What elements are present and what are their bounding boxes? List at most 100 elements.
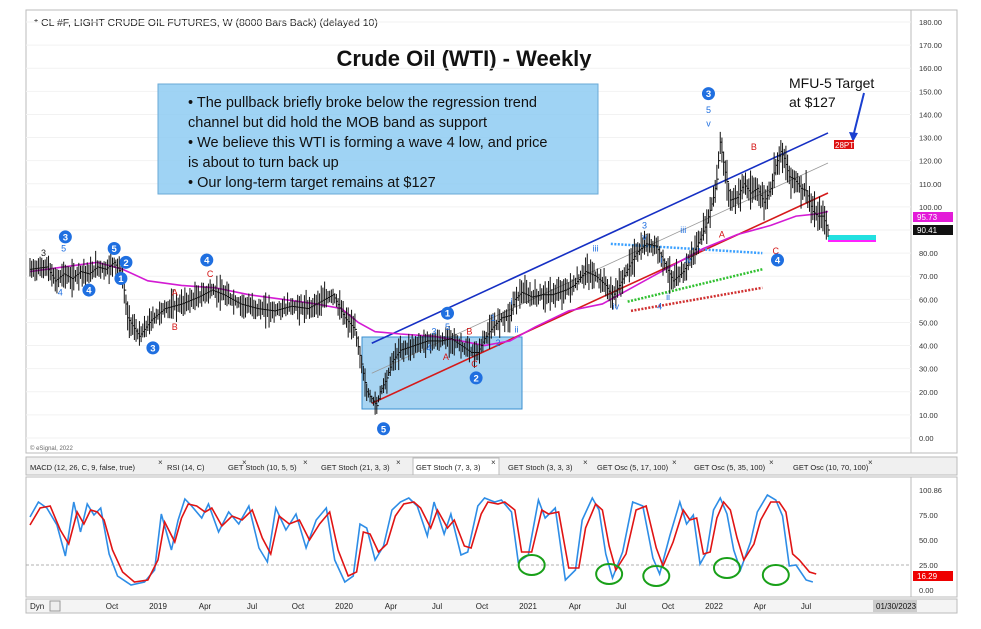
wave-circle-marker — [469, 371, 483, 385]
indicator-tab[interactable]: GET Stoch (10, 5, 5) — [228, 463, 297, 472]
price-tick-label: 180.00 — [919, 18, 942, 27]
wave-circle-marker — [114, 272, 128, 286]
wave-label: 2 — [496, 338, 501, 348]
wave-circle-marker — [377, 422, 391, 436]
time-tick-label: 2022 — [705, 602, 723, 611]
wave-label: 5 — [445, 322, 450, 332]
price-tick-label: 50.00 — [919, 318, 938, 327]
time-axis-labels: Oct 2019 Apr Jul Oct 2020 Apr Jul Oct 2021 Apr Jul O… — [106, 602, 812, 611]
note-line: • The pullback briefly broke below the r… — [188, 95, 537, 111]
time-tick-label: Oct — [662, 602, 675, 611]
symbol-line: * CL #F, LIGHT CRUDE OIL FUTURES, W (800… — [34, 17, 378, 29]
price-tick-label: 20.00 — [919, 388, 938, 397]
wave-circle-label: 2 — [473, 373, 478, 384]
time-tick-label: Jul — [616, 602, 626, 611]
wave-label: i — [660, 255, 662, 265]
dyn-label[interactable]: Dyn — [30, 602, 44, 611]
wave-circle-label: 1 — [118, 274, 124, 285]
badge-last-bg — [913, 225, 953, 235]
chart-title: Crude Oil (WTI) - Weekly — [336, 46, 592, 71]
tab-close-icon[interactable]: × — [868, 458, 873, 467]
indicator-tab[interactable]: GET Stoch (21, 3, 3) — [321, 463, 390, 472]
oversold-circle-marker — [761, 564, 790, 586]
wave-label: 5 — [61, 243, 66, 253]
wave-label: B — [751, 142, 757, 152]
tab-close-icon[interactable]: × — [303, 458, 308, 467]
wave-circle-marker — [58, 230, 72, 244]
time-tick-label: Jul — [801, 602, 811, 611]
note-line: is about to turn back up — [188, 155, 339, 171]
wave-circle-label: 4 — [775, 256, 781, 267]
indicator-tab[interactable]: GET Stoch (3, 3, 3) — [508, 463, 573, 472]
wave-label: 1 — [490, 313, 495, 323]
indicator-tab[interactable]: GET Stoch (7, 3, 3) — [416, 463, 481, 472]
wave-circle-label: 5 — [112, 244, 118, 255]
wave-label: iii — [680, 225, 686, 235]
price-tick-label: 10.00 — [919, 411, 938, 420]
wave-circle-label: 3 — [63, 232, 68, 243]
wave-label: iv — [685, 255, 692, 265]
price-axis-labels: 180.00 170.00 160.00 150.00 140.00 130.00 120.… — [919, 18, 942, 443]
time-tick-label: Oct — [476, 602, 489, 611]
oversold-circle-marker — [517, 554, 546, 576]
wave-circle-marker — [701, 87, 715, 101]
wave-label-layer: 3 543452134ABC51534ABC212iiiiiiiv3v4iiiii… — [41, 87, 784, 436]
stoch-tick-label: 75.00 — [919, 511, 938, 520]
stoch-tick-label: 0.00 — [919, 586, 934, 595]
mob-band-cyan — [828, 235, 876, 240]
price-tick-label: 120.00 — [919, 157, 942, 166]
wave-label: C — [207, 269, 214, 279]
tab-close-icon[interactable]: × — [158, 458, 163, 467]
time-tick-label: Jul — [247, 602, 257, 611]
note-line: channel but did hold the MOB band as sup… — [188, 115, 487, 131]
wave-circle-marker — [82, 283, 96, 297]
stoch-slow-line — [29, 500, 817, 583]
notes-box — [157, 83, 599, 195]
wave-circle-label: 4 — [86, 286, 92, 297]
badge-upper: 95.73 — [917, 213, 938, 222]
time-tick-label: Apr — [385, 602, 398, 611]
time-tick-label: 2020 — [335, 602, 353, 611]
target-arrowhead — [849, 132, 858, 142]
time-tick-label: Jul — [432, 602, 442, 611]
time-tick-label: Apr — [754, 602, 767, 611]
wave-circle-label: 2 — [123, 258, 128, 269]
wave-circle-label: 1 — [445, 309, 451, 320]
indicator-tab[interactable]: RSI (14, C) — [167, 463, 205, 472]
tab-close-icon[interactable]: × — [583, 458, 588, 467]
wave-circle-label: 5 — [381, 424, 387, 435]
tab-close-icon[interactable]: × — [491, 458, 496, 467]
wave-label: 3 — [432, 327, 437, 337]
indicator-tab[interactable]: GET Osc (10, 70, 100) — [793, 463, 869, 472]
date-badge-bg — [873, 600, 917, 612]
wave-label: 5 — [706, 105, 711, 115]
wave-label: v — [642, 232, 647, 242]
wave-label: C — [773, 246, 780, 256]
wave-label: ii — [666, 292, 670, 302]
channel-lower — [371, 192, 829, 405]
indicator-tab[interactable]: MACD (12, 26, C, 9, false, true) — [30, 463, 136, 472]
badge-last: 90.41 — [917, 226, 938, 235]
indicator-tab[interactable]: GET Osc (5, 35, 100) — [694, 463, 766, 472]
tab-close-icon[interactable]: × — [396, 458, 401, 467]
mob-band-magenta — [828, 240, 876, 242]
wave-label: 3 — [41, 248, 46, 258]
watermark: © eSignal, 2022 — [30, 445, 73, 452]
price-tick-label: 110.00 — [919, 180, 941, 189]
time-axis-bar — [25, 598, 958, 614]
price-tick-label: 60.00 — [919, 295, 938, 304]
tab-close-icon[interactable]: × — [672, 458, 677, 467]
price-tick-label: 70.00 — [919, 272, 938, 281]
wave-label: 3 — [642, 220, 647, 230]
oversold-circle-marker — [595, 563, 624, 585]
target-marker: 28PTI — [835, 141, 856, 150]
dyn-toggle[interactable] — [49, 600, 61, 612]
oversold-circle-marker — [642, 565, 671, 587]
price-tick-label: 170.00 — [919, 41, 942, 50]
price-layer — [29, 131, 830, 415]
tab-close-icon[interactable]: × — [242, 458, 247, 467]
indicator-tab[interactable]: GET Osc (5, 17, 100) — [597, 463, 669, 472]
tab-close-icon[interactable]: × — [769, 458, 774, 467]
wave-label: A — [172, 287, 178, 297]
wave-label: 4 — [657, 301, 662, 311]
